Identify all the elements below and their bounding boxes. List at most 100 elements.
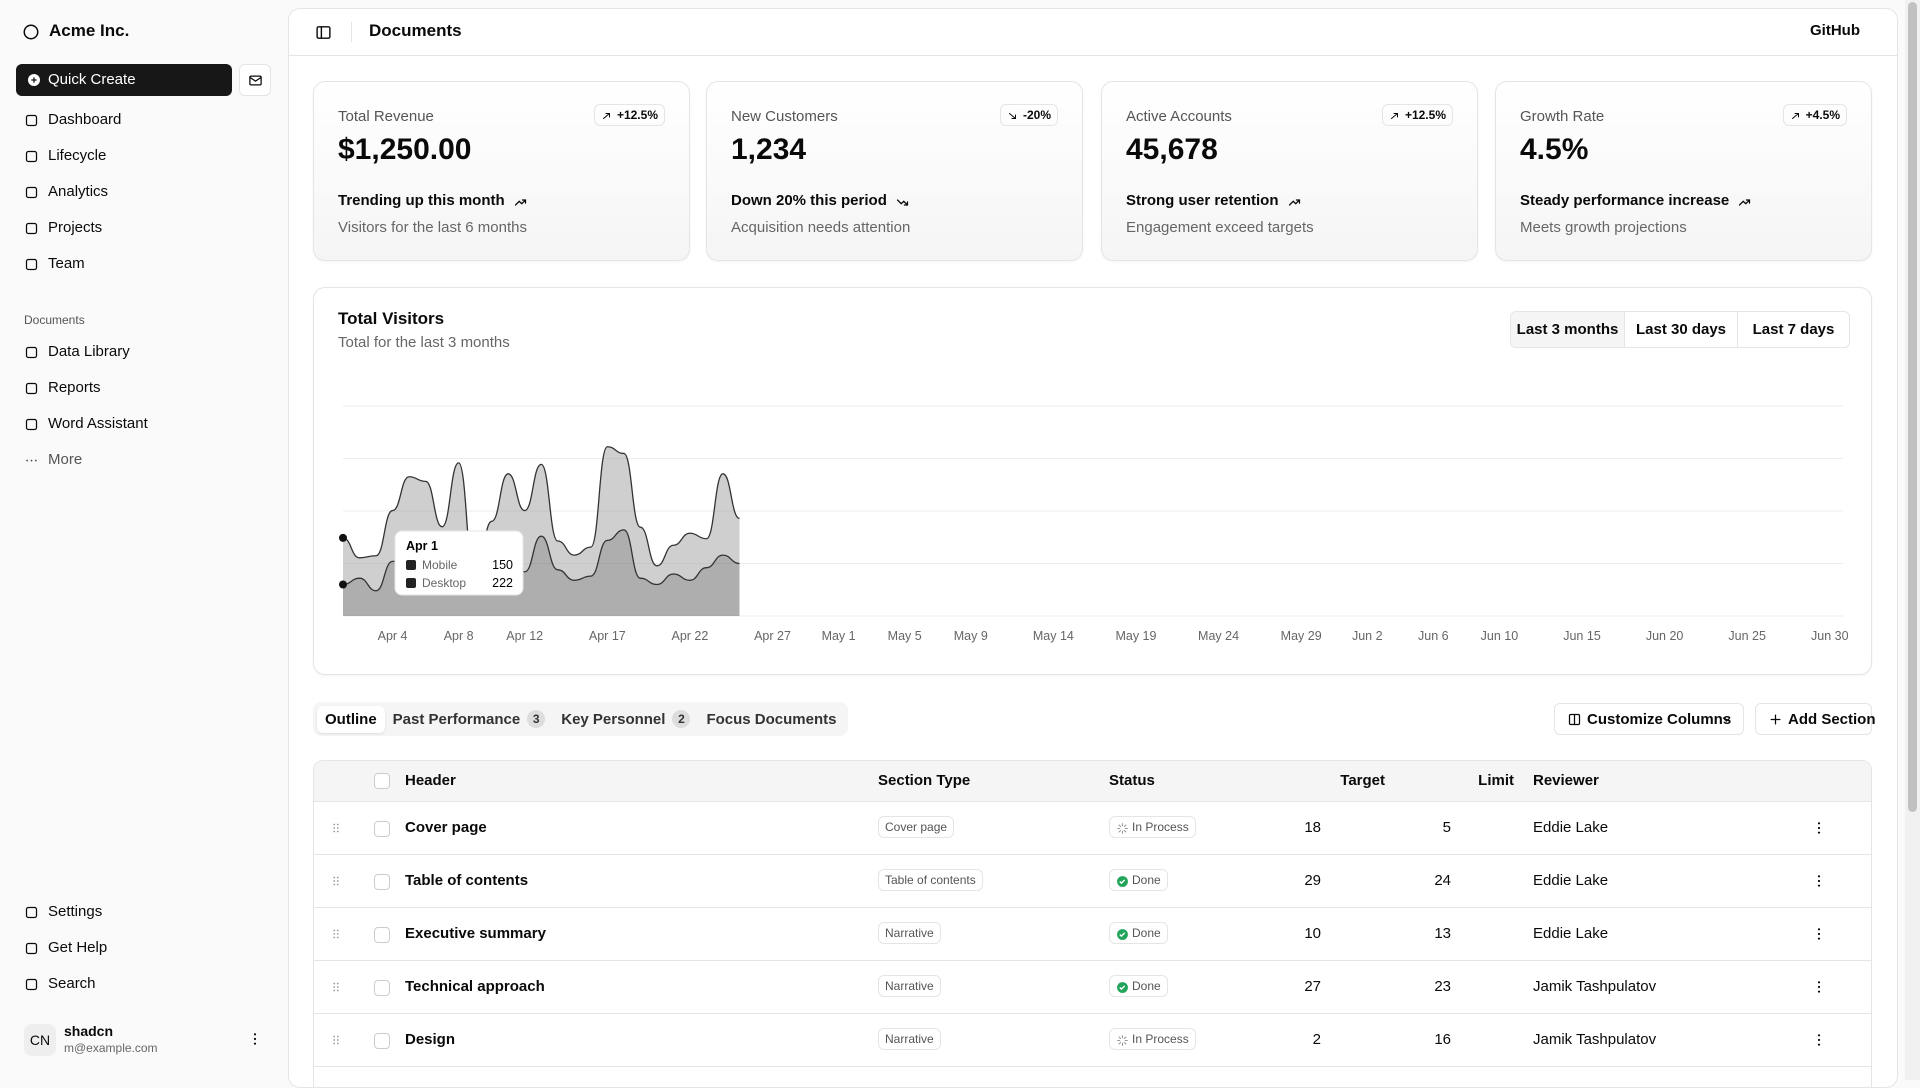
nav-item[interactable]: Data Library [16, 337, 272, 367]
quick-create-label: Quick Create [48, 71, 136, 88]
icon [249, 75, 262, 86]
tooltip-dot [339, 533, 347, 542]
column-header: Target [1340, 772, 1385, 789]
x-tick-label: Jun 20 [1646, 629, 1684, 643]
x-tick-label: Jun 2 [1352, 629, 1383, 643]
cell-target: 29 [1304, 872, 1321, 889]
nav-item[interactable]: Search [16, 969, 272, 999]
icon[interactable] [1811, 873, 1827, 889]
inbox-button[interactable] [239, 64, 271, 96]
stat-label: Active Accounts [1126, 108, 1232, 125]
nav-item[interactable]: Team [16, 249, 272, 279]
tab[interactable]: Key Personnel 2 [553, 706, 698, 733]
column-header: Limit [1478, 772, 1514, 789]
cell-header[interactable]: Table of contents [405, 872, 529, 889]
x-tick-label: May 5 [888, 629, 922, 643]
stat-label: Growth Rate [1520, 108, 1605, 125]
range-option[interactable]: Last 7 days [1737, 312, 1849, 347]
icon [333, 823, 339, 833]
stat-value: 1,234 [731, 133, 807, 166]
nav-item[interactable]: Reports [16, 373, 272, 403]
nav-item[interactable]: Projects [16, 213, 272, 243]
icon [253, 1033, 257, 1045]
icon [25, 382, 38, 395]
page-title: Documents [369, 21, 462, 40]
x-tick-label: May 9 [954, 629, 988, 643]
nav-label: Analytics [48, 183, 109, 200]
github-link[interactable]: GitHub [1810, 22, 1860, 39]
icon [1770, 714, 1781, 725]
cell-target: 10 [1304, 925, 1321, 942]
nav-item[interactable]: Dashboard [16, 105, 272, 135]
icon [1568, 713, 1581, 726]
nav-item[interactable]: Analytics [16, 177, 272, 207]
status-badge: Done [1109, 922, 1168, 944]
range-option[interactable]: Last 30 days [1624, 312, 1737, 347]
tooltip-value: 150 [492, 558, 513, 572]
brand: Acme Inc. [49, 21, 130, 40]
x-tick-label: May 29 [1281, 629, 1322, 643]
checkbox[interactable] [374, 1033, 390, 1049]
tab[interactable]: Past Performance 3 [385, 706, 554, 733]
cell-header[interactable]: Technical approach [405, 978, 545, 995]
icon [1117, 929, 1128, 940]
scroll-thumb[interactable] [1908, 2, 1917, 812]
nav-label: Search [48, 975, 96, 992]
tooltip-value: 222 [492, 576, 513, 590]
tab[interactable]: Focus Documents [698, 706, 844, 733]
nav-item[interactable]: Lifecycle [16, 141, 272, 171]
tabs: Outline Past Performance 3 Key Personnel 2 Fo… [313, 702, 849, 736]
icon [1791, 113, 1799, 119]
tooltip-label: Apr 1 [406, 539, 438, 553]
cell-reviewer: Eddie Lake [1533, 872, 1609, 889]
x-tick-label: May 19 [1115, 629, 1156, 643]
toolbar-button[interactable]: Add Section [1755, 703, 1876, 735]
checkbox[interactable] [374, 773, 390, 789]
x-tick-label: Jun 6 [1418, 629, 1449, 643]
tooltip-series: Desktop [422, 576, 466, 590]
x-tick-label: Apr 8 [444, 629, 474, 643]
nav-item[interactable]: Settings [16, 897, 272, 927]
checkbox[interactable] [374, 980, 390, 996]
stat-note: Meets growth projections [1520, 219, 1687, 236]
nav-label: Dashboard [48, 111, 122, 128]
icon[interactable] [1811, 820, 1827, 836]
quick-create-button[interactable]: Quick Create [16, 64, 232, 96]
icon [25, 114, 38, 127]
section-type-badge: Table of contents [878, 869, 983, 891]
cell-header[interactable]: Executive summary [405, 925, 546, 942]
icon [25, 978, 38, 991]
tab-label: Key Personnel [561, 710, 666, 728]
stat-card: Growth Rate +4.5% 4.5% Steady performance i… [1495, 81, 1872, 261]
checkbox[interactable] [374, 821, 390, 837]
nav-item[interactable]: Get Help [16, 933, 272, 963]
icon [1390, 113, 1398, 119]
checkbox[interactable] [374, 927, 390, 943]
x-tick-label: Apr 27 [754, 629, 791, 643]
section-label: Documents [24, 313, 85, 327]
main-panel: Documents GitHub Total Revenue +12.5% $1,250… [288, 8, 1898, 1088]
icon [25, 186, 38, 199]
stat-note: Visitors for the last 6 months [338, 219, 527, 236]
range-option[interactable]: Last 3 months [1511, 312, 1624, 347]
more-item[interactable]: More [16, 445, 272, 475]
x-tick-label: Apr 17 [589, 629, 626, 643]
tab-count: 2 [672, 710, 691, 728]
tooltip: Apr 1 Mobile 150 Desktop 222 [339, 530, 524, 596]
cell-reviewer: Eddie Lake [1533, 819, 1609, 836]
tab[interactable]: Outline [317, 705, 385, 733]
tooltip-dot [339, 580, 347, 589]
toolbar-button[interactable]: Customize Columns [1554, 703, 1744, 735]
icon[interactable] [1811, 926, 1827, 942]
icon[interactable] [1811, 1032, 1827, 1048]
cell-header[interactable]: Cover page [405, 819, 487, 836]
icon[interactable] [1811, 979, 1827, 995]
divider [351, 22, 352, 42]
cell-header[interactable]: Design [405, 1031, 456, 1048]
nav-item[interactable]: Word Assistant [16, 409, 272, 439]
checkbox[interactable] [374, 874, 390, 890]
icon [333, 876, 339, 886]
x-tick-label: May 24 [1198, 629, 1239, 643]
cell-target: 18 [1304, 819, 1321, 836]
cell-reviewer: Eddie Lake [1533, 925, 1609, 942]
